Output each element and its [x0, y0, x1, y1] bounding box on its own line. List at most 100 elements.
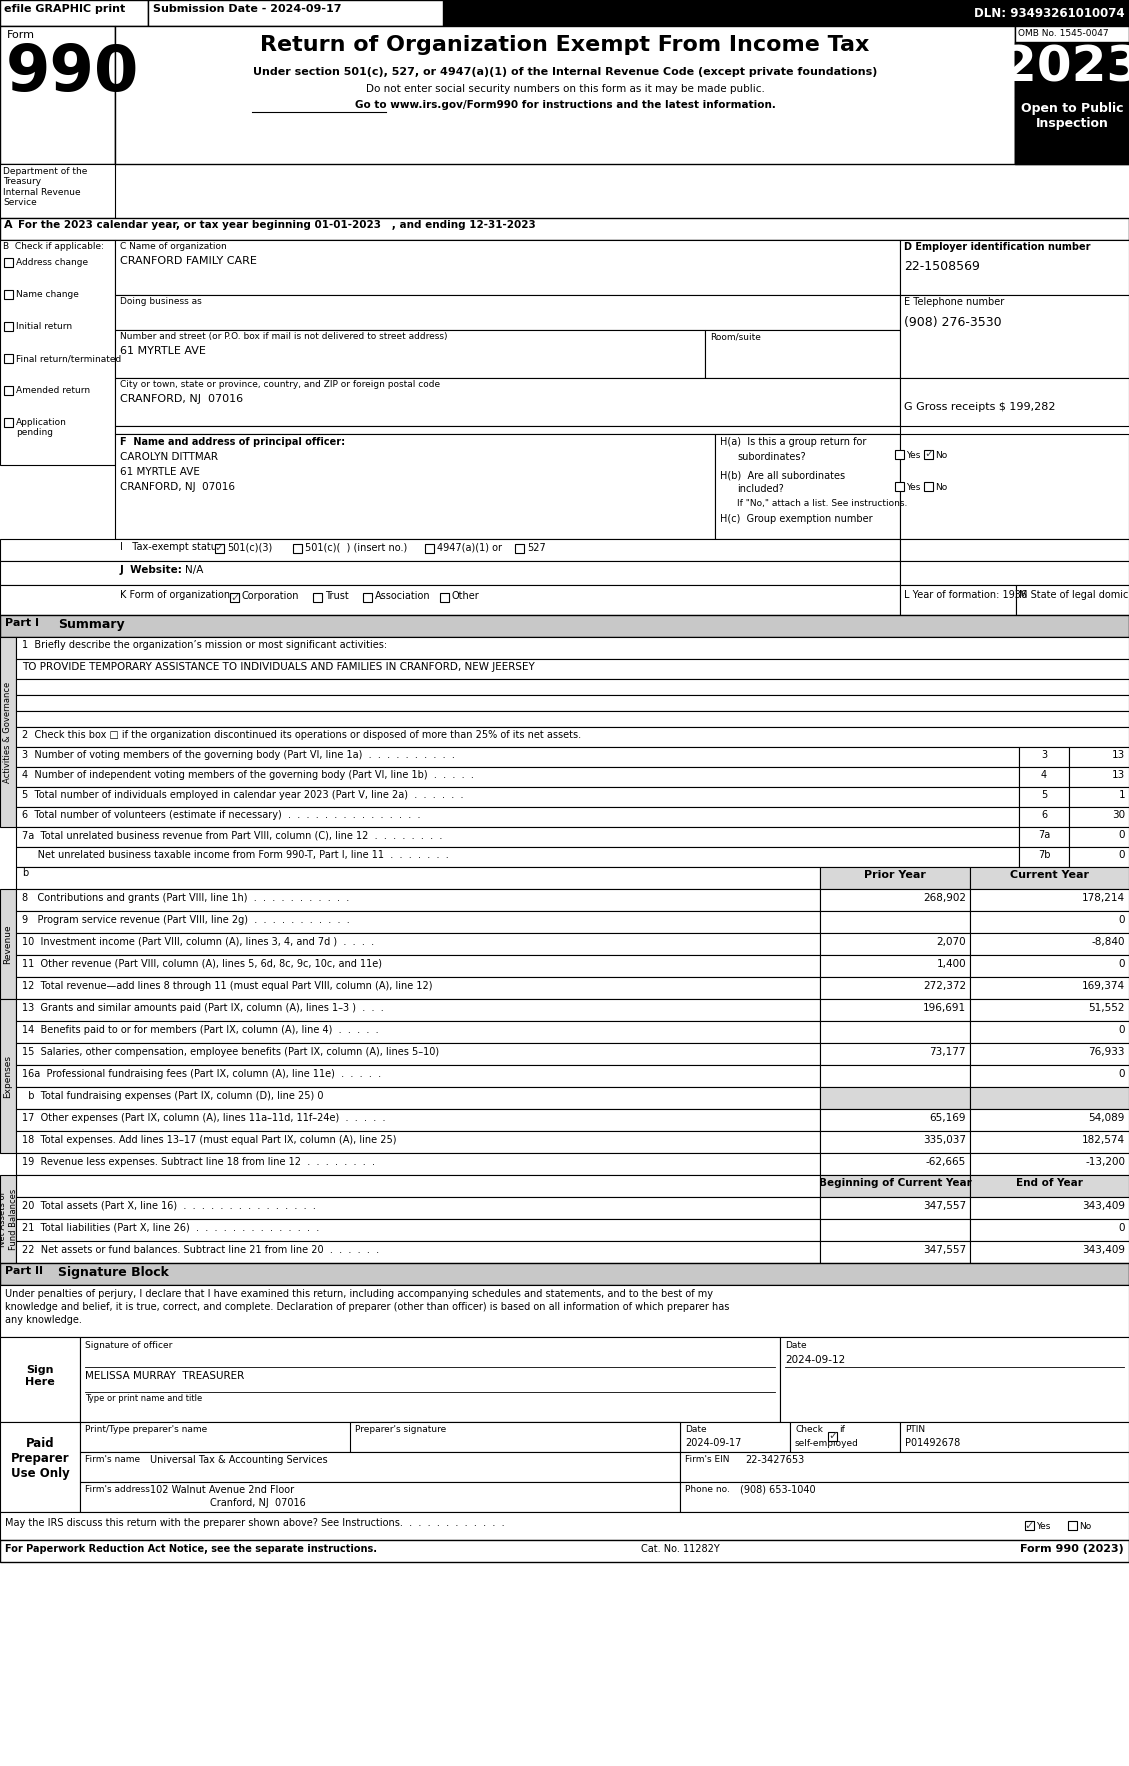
Text: 2024-09-12: 2024-09-12: [785, 1355, 846, 1365]
Bar: [820, 1219, 970, 1241]
Text: ✓: ✓: [828, 1432, 838, 1441]
Text: May the IRS discuss this return with the preparer shown above? See Instructions.: May the IRS discuss this return with the…: [5, 1519, 505, 1528]
Bar: [80, 1422, 680, 1452]
Bar: [0, 1286, 1129, 1337]
Text: 5: 5: [1041, 789, 1047, 800]
Bar: [895, 450, 904, 459]
Text: 0: 0: [1119, 1024, 1124, 1035]
Text: If "No," attach a list. See instructions.: If "No," attach a list. See instructions…: [737, 500, 908, 509]
Text: For Paperwork Reduction Act Notice, see the separate instructions.: For Paperwork Reduction Act Notice, see …: [5, 1543, 377, 1554]
Text: 0: 0: [1119, 915, 1124, 925]
Text: Beginning of Current Year: Beginning of Current Year: [819, 1178, 971, 1189]
Bar: [970, 932, 1129, 955]
Bar: [820, 1065, 970, 1088]
Text: 13  Grants and similar amounts paid (Part IX, column (A), lines 1–3 )  .  .  .: 13 Grants and similar amounts paid (Part…: [21, 1003, 384, 1014]
Text: 2  Check this box □ if the organization discontinued its operations or disposed : 2 Check this box □ if the organization d…: [21, 729, 581, 740]
Text: 0: 0: [1119, 1068, 1124, 1079]
Text: H(a)  Is this a group return for: H(a) Is this a group return for: [720, 436, 866, 447]
Bar: [970, 1197, 1129, 1219]
Bar: [820, 1044, 970, 1065]
Text: Submission Date - 2024-09-17: Submission Date - 2024-09-17: [154, 4, 341, 14]
Bar: [0, 585, 900, 615]
Text: 0: 0: [1119, 959, 1124, 970]
Text: 1  Briefly describe the organization’s mission or most significant activities:: 1 Briefly describe the organization’s mi…: [21, 639, 387, 650]
Text: 20  Total assets (Part X, line 16)  .  .  .  .  .  .  .  .  .  .  .  .  .  .  .: 20 Total assets (Part X, line 16) . . . …: [21, 1201, 316, 1211]
Bar: [148, 0, 443, 26]
Text: 12  Total revenue—add lines 8 through 11 (must equal Part VIII, column (A), line: 12 Total revenue—add lines 8 through 11 …: [21, 980, 432, 991]
Bar: [80, 1337, 780, 1422]
Text: Net unrelated business taxable income from Form 990-T, Part I, line 11  .  .  . : Net unrelated business taxable income fr…: [21, 849, 448, 860]
Text: B  Check if applicable:: B Check if applicable:: [3, 242, 104, 251]
Bar: [16, 1174, 820, 1197]
Bar: [5, 290, 14, 298]
Text: Part II: Part II: [5, 1266, 43, 1277]
Text: Number and street (or P.O. box if mail is not delivered to street address): Number and street (or P.O. box if mail i…: [120, 332, 447, 341]
Bar: [350, 1422, 680, 1452]
Bar: [970, 1065, 1129, 1088]
Text: Name change: Name change: [16, 290, 79, 298]
Text: Amended return: Amended return: [16, 387, 90, 396]
Bar: [970, 1088, 1129, 1109]
Bar: [80, 1452, 680, 1482]
Text: Expenses: Expenses: [3, 1054, 12, 1097]
Text: -13,200: -13,200: [1085, 1157, 1124, 1167]
Text: Corporation: Corporation: [242, 592, 299, 600]
Text: 3: 3: [1041, 751, 1047, 759]
Text: Revenue: Revenue: [3, 924, 12, 964]
Text: ✓: ✓: [230, 593, 239, 602]
Text: CAROLYN DITTMAR: CAROLYN DITTMAR: [120, 452, 218, 463]
Bar: [790, 1422, 900, 1452]
Bar: [1069, 747, 1129, 766]
Bar: [115, 426, 900, 434]
Text: 347,557: 347,557: [922, 1245, 966, 1256]
Text: subordinates?: subordinates?: [737, 452, 806, 463]
Text: 2024-09-17: 2024-09-17: [685, 1438, 742, 1448]
Bar: [820, 1109, 970, 1130]
Bar: [16, 1219, 820, 1241]
Text: Summary: Summary: [58, 618, 124, 630]
Text: Preparer's signature: Preparer's signature: [355, 1425, 446, 1434]
Text: 272,372: 272,372: [922, 980, 966, 991]
Bar: [0, 1422, 80, 1512]
Text: No: No: [935, 482, 947, 493]
Bar: [924, 450, 933, 459]
Text: Universal Tax & Accounting Services: Universal Tax & Accounting Services: [150, 1455, 327, 1466]
Bar: [780, 1337, 1129, 1422]
Text: Do not enter social security numbers on this form as it may be made public.: Do not enter social security numbers on …: [366, 85, 764, 94]
Bar: [715, 434, 900, 539]
Bar: [5, 353, 14, 364]
Bar: [515, 544, 524, 553]
Text: 1: 1: [1119, 789, 1124, 800]
Text: 7a: 7a: [1038, 830, 1050, 841]
Bar: [16, 1109, 820, 1130]
Text: 196,691: 196,691: [922, 1003, 966, 1014]
Text: L Year of formation: 1936: L Year of formation: 1936: [904, 590, 1027, 600]
Bar: [1015, 26, 1129, 164]
Text: Cat. No. 11282Y: Cat. No. 11282Y: [640, 1543, 719, 1554]
Bar: [16, 788, 1019, 807]
Text: Cranford, NJ  07016: Cranford, NJ 07016: [210, 1498, 306, 1508]
Text: (908) 653-1040: (908) 653-1040: [739, 1485, 815, 1496]
Text: Department of the
Treasury
Internal Revenue
Service: Department of the Treasury Internal Reve…: [3, 168, 87, 207]
Bar: [900, 562, 1129, 585]
Text: Part I: Part I: [5, 618, 40, 629]
Text: I   Tax-exempt status:: I Tax-exempt status:: [120, 542, 226, 553]
Text: 4  Number of independent voting members of the governing body (Part VI, line 1b): 4 Number of independent voting members o…: [21, 770, 474, 781]
Text: E Telephone number: E Telephone number: [904, 297, 1005, 307]
Text: Return of Organization Exempt From Income Tax: Return of Organization Exempt From Incom…: [261, 35, 869, 55]
Bar: [0, 638, 16, 826]
Bar: [820, 1241, 970, 1263]
Text: 527: 527: [527, 542, 545, 553]
Bar: [16, 1153, 820, 1174]
Text: 21  Total liabilities (Part X, line 26)  .  .  .  .  .  .  .  .  .  .  .  .  .  : 21 Total liabilities (Part X, line 26) .…: [21, 1224, 320, 1233]
Text: Open to Public
Inspection: Open to Public Inspection: [1021, 102, 1123, 131]
Text: Association: Association: [375, 592, 430, 600]
Bar: [970, 911, 1129, 932]
Text: Activities & Governance: Activities & Governance: [3, 682, 12, 782]
Bar: [970, 1044, 1129, 1065]
Text: Firm's address: Firm's address: [85, 1485, 150, 1494]
Text: Initial return: Initial return: [16, 321, 72, 330]
Text: Firm's name: Firm's name: [85, 1455, 140, 1464]
Text: 73,177: 73,177: [929, 1047, 966, 1058]
Text: -8,840: -8,840: [1092, 938, 1124, 947]
